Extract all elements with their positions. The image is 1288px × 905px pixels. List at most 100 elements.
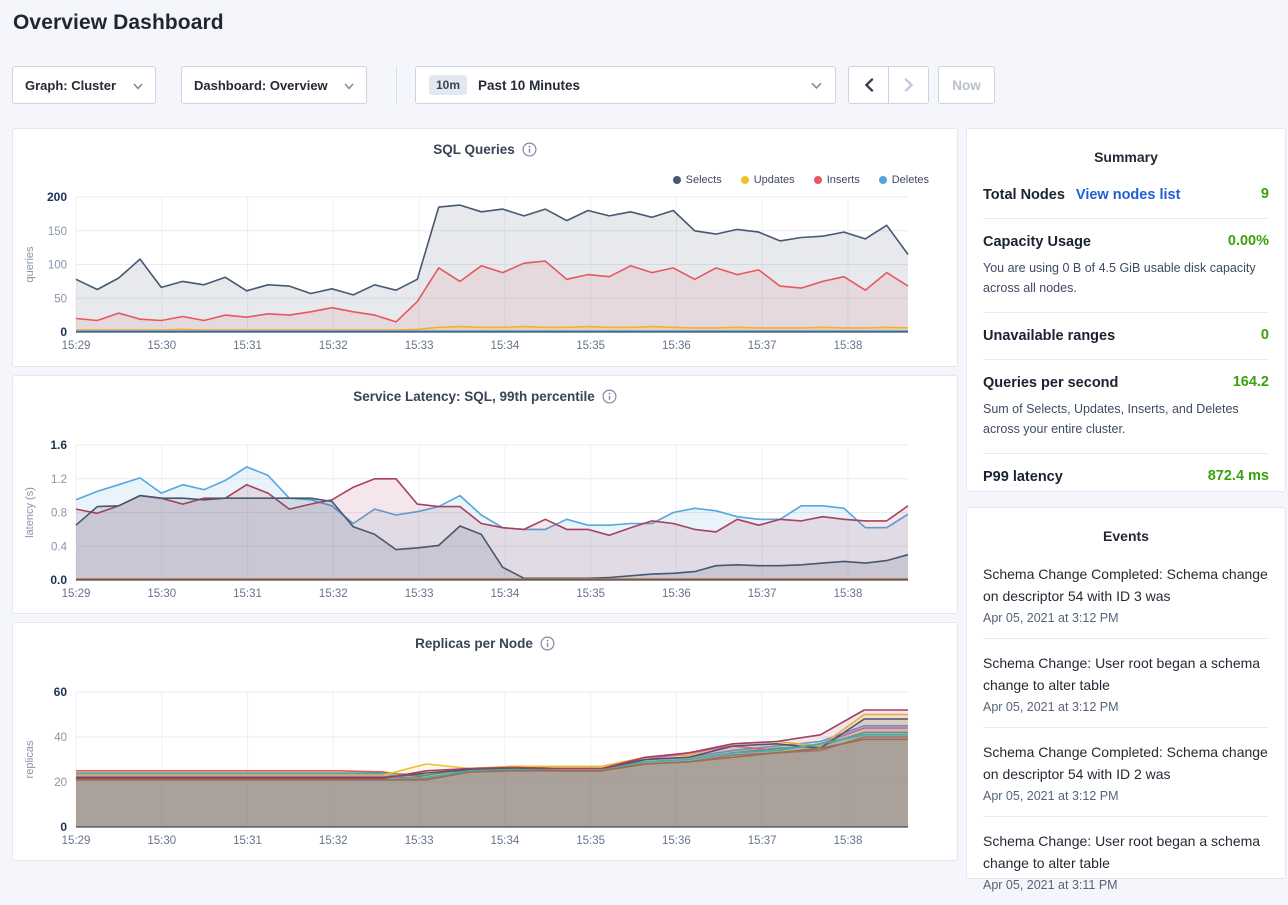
x-tick-label: 15:35 xyxy=(576,588,605,600)
legend-dot xyxy=(878,176,887,184)
legend-item[interactable]: Updates xyxy=(740,174,795,186)
info-icon[interactable] xyxy=(540,636,555,651)
x-tick-label: 15:30 xyxy=(147,340,176,352)
x-tick-label: 15:36 xyxy=(662,588,691,600)
summary-title: Summary xyxy=(1094,149,1158,165)
y-tick-label: 60 xyxy=(54,685,68,699)
summary-rows: Total Nodes View nodes list 9 Capacity Us… xyxy=(967,165,1285,500)
series-fill-series-2 xyxy=(76,478,908,580)
summary-row-unavailable-ranges: Unavailable ranges 0 xyxy=(983,313,1269,360)
legend-item[interactable]: Inserts xyxy=(813,174,860,186)
y-axis-label: queries xyxy=(24,246,36,283)
series-line-node-9 xyxy=(76,738,908,781)
summary-label: Total Nodes xyxy=(983,187,1065,203)
chevron-right-icon xyxy=(904,78,913,92)
x-tick-label: 15:37 xyxy=(748,340,777,352)
x-tick-label: 15:32 xyxy=(319,588,348,600)
dashboard-dropdown[interactable]: Dashboard: Overview xyxy=(181,66,367,104)
event-message: Schema Change: User root began a schema … xyxy=(983,833,1261,871)
series-line-node-7 xyxy=(76,709,908,780)
toolbar-divider xyxy=(396,66,397,104)
event-item[interactable]: Schema Change Completed: Schema change o… xyxy=(983,728,1269,817)
summary-value: 0.00% xyxy=(1227,233,1269,249)
x-tick-label: 15:37 xyxy=(748,835,777,847)
series-fill-node-2 xyxy=(76,732,908,827)
x-tick-label: 15:32 xyxy=(319,340,348,352)
summary-row-queries-per-second: Queries per second 164.2 Sum of Selects,… xyxy=(983,360,1269,454)
y-tick-label: 0 xyxy=(60,820,67,834)
prev-interval-button[interactable] xyxy=(849,67,888,103)
legend-dot xyxy=(740,176,749,184)
legend-dot xyxy=(672,176,681,184)
summary-label: Capacity Usage xyxy=(983,234,1091,250)
sql-queries-plot[interactable]: 15:29 15:30 15:31 15:32 15:33 15:34 15:35 15:36… xyxy=(13,187,959,365)
event-timestamp: Apr 05, 2021 at 3:12 PM xyxy=(983,789,1119,803)
info-icon[interactable] xyxy=(602,389,617,404)
x-tick-label: 15:33 xyxy=(405,340,434,352)
y-tick-label: 150 xyxy=(48,226,67,238)
chart-title-text: Service Latency: SQL, 99th percentile xyxy=(353,389,595,404)
x-tick-label: 15:34 xyxy=(490,340,519,352)
x-tick-label: 15:30 xyxy=(147,835,176,847)
page-title: Overview Dashboard xyxy=(13,11,224,34)
y-axis-label: replicas xyxy=(24,740,36,778)
series-fill-series-3 xyxy=(76,495,908,580)
x-tick-label: 15:35 xyxy=(576,835,605,847)
nodes-list-link[interactable]: View nodes list xyxy=(1075,187,1181,203)
series-line-series-1 xyxy=(75,466,909,531)
legend-label: Deletes xyxy=(891,174,929,186)
y-tick-label: 40 xyxy=(54,732,67,744)
x-tick-label: 15:29 xyxy=(62,588,91,600)
chevron-down-icon xyxy=(811,78,822,93)
chart-title: Service Latency: SQL, 99th percentile xyxy=(13,389,957,404)
y-tick-label: 200 xyxy=(47,190,67,204)
chevron-down-icon xyxy=(344,78,354,93)
x-tick-label: 15:29 xyxy=(62,340,91,352)
info-icon[interactable] xyxy=(522,142,537,157)
legend-item[interactable]: Deletes xyxy=(878,174,929,186)
time-nav-buttons xyxy=(848,66,929,104)
legend-label: Inserts xyxy=(826,174,860,186)
event-message: Schema Change Completed: Schema change o… xyxy=(983,566,1268,604)
series-line-Selects xyxy=(75,204,909,296)
graph-dropdown[interactable]: Graph: Cluster xyxy=(12,66,156,104)
time-range-badge: 10m xyxy=(429,75,468,95)
now-button[interactable]: Now xyxy=(938,66,995,104)
summary-label: Queries per second xyxy=(983,375,1119,391)
x-tick-label: 15:34 xyxy=(490,588,519,600)
service-latency-plot[interactable]: 15:29 15:30 15:31 15:32 15:33 15:34 15:35 15:36… xyxy=(13,435,959,613)
replicas-per-node-plot[interactable]: 15:29 15:30 15:31 15:32 15:33 15:34 15:35 15:36… xyxy=(13,682,959,860)
summary-value: 0 xyxy=(1260,327,1269,343)
event-item[interactable]: Schema Change: User root began a schema … xyxy=(983,817,1269,905)
x-tick-label: 15:37 xyxy=(748,588,777,600)
x-tick-label: 15:38 xyxy=(834,340,863,352)
x-tick-label: 15:36 xyxy=(662,835,691,847)
event-item[interactable]: Schema Change: User root began a schema … xyxy=(983,639,1269,728)
x-tick-label: 15:34 xyxy=(490,835,519,847)
chart-panel-sql-queries: SQL Queries Selects Updates Inserts Dele… xyxy=(12,128,958,367)
chart-title-text: Replicas per Node xyxy=(415,636,533,651)
summary-row-p99-latency: P99 latency 872.4 ms xyxy=(983,454,1269,500)
y-tick-label: 1.2 xyxy=(51,474,67,486)
time-range-label: Past 10 Minutes xyxy=(478,77,581,93)
graph-dropdown-label: Graph: Cluster xyxy=(25,77,117,93)
chart-panel-replicas-per-node: Replicas per Node 15:29 15:30 15:31 15:32 15… xyxy=(12,622,958,861)
summary-value: 872.4 ms xyxy=(1207,468,1269,484)
event-item[interactable]: Schema Change Completed: Schema change o… xyxy=(983,550,1269,639)
y-tick-label: 0.4 xyxy=(51,541,68,553)
series-fill-series-1 xyxy=(76,466,908,580)
y-axis-label: latency (s) xyxy=(24,487,36,538)
legend-item[interactable]: Selects xyxy=(672,174,722,186)
next-interval-button[interactable] xyxy=(888,67,928,103)
summary-panel: Summary Total Nodes View nodes list 9 Cap… xyxy=(966,128,1286,492)
time-range-selector[interactable]: 10m Past 10 Minutes xyxy=(415,66,836,104)
dashboard-dropdown-label: Dashboard: Overview xyxy=(194,77,328,93)
chevron-left-icon xyxy=(864,78,873,92)
y-tick-label: 100 xyxy=(48,260,67,272)
events-panel: Events Schema Change Completed: Schema c… xyxy=(966,507,1286,892)
series-fill-node-3 xyxy=(76,725,908,827)
x-tick-label: 15:31 xyxy=(233,588,262,600)
y-tick-label: 1.6 xyxy=(50,438,67,452)
chart-title: SQL Queries xyxy=(13,142,957,157)
y-tick-label: 0.8 xyxy=(51,508,67,520)
